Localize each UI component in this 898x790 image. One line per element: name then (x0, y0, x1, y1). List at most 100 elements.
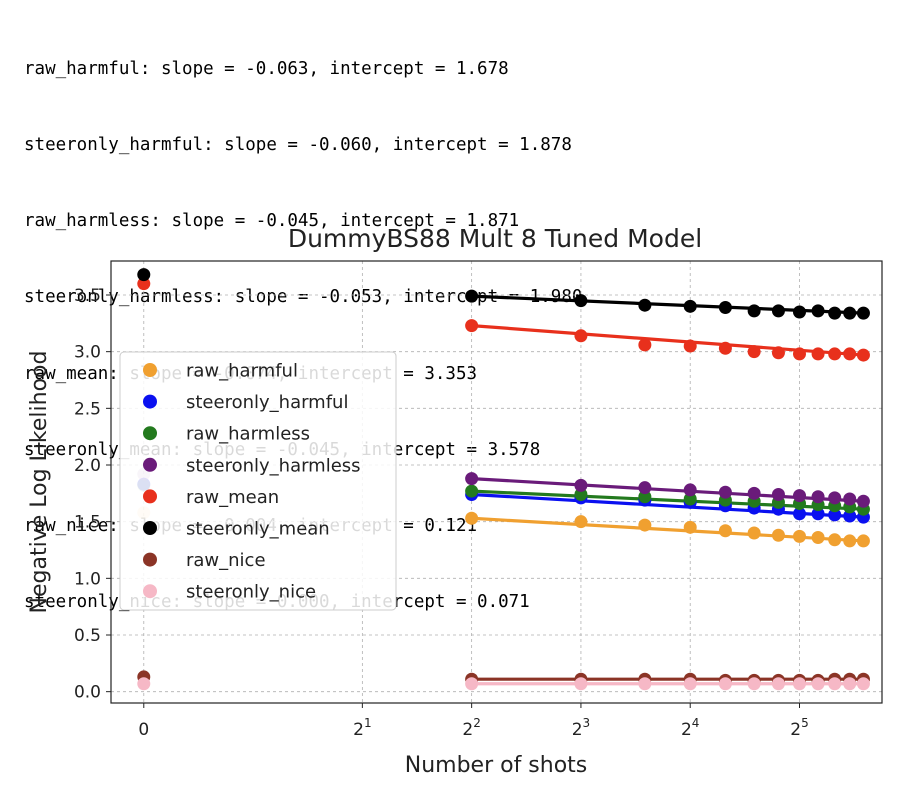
series-steeronly-harmless (137, 467, 870, 508)
output-line: raw_harmful: slope = -0.063, intercept =… (24, 58, 509, 79)
data-point (683, 299, 697, 313)
legend-marker-steeronly-harmless (143, 457, 157, 472)
data-point (793, 677, 807, 691)
data-point (638, 298, 652, 312)
output-line: steeronly_harmful: slope = -0.060, inter… (24, 135, 572, 156)
data-point (718, 300, 732, 314)
data-point (793, 347, 807, 361)
data-points (137, 268, 870, 691)
series-raw-mean (137, 277, 870, 362)
y-tick-label: 0.0 (74, 683, 101, 703)
legend-label-raw-harmless: raw_harmless (186, 424, 310, 445)
data-point (638, 338, 652, 352)
data-point (828, 491, 842, 505)
data-point (137, 277, 151, 291)
legend-label-steeronly-harmful: steeronly_harmful (186, 392, 348, 413)
legend-marker-raw-harmless (143, 426, 157, 441)
data-point (638, 481, 652, 495)
data-point (574, 677, 588, 691)
data-point (843, 677, 857, 691)
data-point (747, 526, 761, 540)
data-point (843, 306, 857, 320)
x-axis-ticks: 0 21 22 23 24 25 (138, 703, 809, 740)
legend-label-raw-mean: raw_mean (186, 487, 279, 508)
data-point (465, 677, 479, 691)
data-point (843, 347, 857, 361)
plot-frame (110, 260, 883, 704)
y-axis-ticks: 0.0 0.5 1.0 1.5 2.0 2.5 3.0 3.5 (74, 286, 111, 703)
data-point (638, 677, 652, 691)
data-point (793, 489, 807, 503)
series-steeronly-mean (137, 268, 870, 320)
data-point (843, 492, 857, 506)
legend-label-steeronly-harmless: steeronly_harmless (186, 455, 361, 476)
chart-title: DummyBS88 Mult 8 Tuned Model (288, 224, 702, 253)
data-point (856, 306, 870, 320)
data-point (747, 677, 761, 691)
data-point (771, 677, 785, 691)
data-point (718, 485, 732, 499)
data-point (793, 529, 807, 543)
data-point (465, 319, 479, 333)
data-point (811, 347, 825, 361)
data-point (793, 507, 807, 521)
data-point (828, 347, 842, 361)
data-point (747, 345, 761, 359)
data-point (747, 486, 761, 500)
data-point (465, 511, 479, 525)
data-point (683, 483, 697, 497)
data-point (465, 484, 479, 498)
data-point (771, 487, 785, 501)
y-tick-label: 1.5 (74, 513, 101, 533)
data-point (137, 677, 151, 691)
x-tick-label: 24 (681, 716, 699, 740)
data-point (771, 346, 785, 360)
data-point (811, 531, 825, 545)
data-point (811, 677, 825, 691)
data-point (137, 268, 151, 282)
series-steeronly-nice (137, 677, 870, 691)
output-line: steeronly_harmless: slope = -0.053, inte… (24, 287, 583, 308)
data-point (683, 520, 697, 534)
data-point (856, 677, 870, 691)
x-tick-label: 0 (138, 720, 149, 740)
data-point (811, 507, 825, 521)
data-point (465, 289, 479, 303)
data-point (574, 515, 588, 529)
x-axis-label: Number of shots (405, 753, 588, 778)
y-tick-label: 2.5 (74, 399, 101, 419)
data-point (574, 329, 588, 343)
legend-marker-raw-nice (143, 552, 157, 567)
data-point (683, 492, 697, 506)
data-point (856, 494, 870, 508)
data-point (828, 677, 842, 691)
x-tick-label: 21 (353, 716, 371, 740)
y-tick-label: 1.0 (74, 569, 101, 589)
legend-marker-steeronly-harmful (143, 394, 157, 409)
legend-marker-steeronly-mean (143, 521, 157, 535)
legend-marker-raw-mean (143, 489, 157, 504)
legend-label-raw-harmful: raw_harmful (186, 361, 298, 382)
data-point (856, 534, 870, 548)
data-point (843, 509, 857, 523)
data-point (638, 490, 652, 504)
data-point (718, 341, 732, 355)
data-point (811, 490, 825, 504)
y-tick-label: 3.0 (74, 343, 101, 363)
legend: raw_harmful steeronly_harmful raw_harmless… (119, 351, 397, 611)
legend-marker-steeronly-nice (143, 584, 157, 599)
data-point (793, 305, 807, 319)
legend-label-steeronly-nice: steeronly_nice (186, 582, 316, 603)
data-point (638, 518, 652, 532)
x-tick-label: 25 (790, 716, 808, 740)
legend-marker-raw-harmful (143, 363, 157, 377)
data-point (718, 524, 732, 538)
data-point (574, 487, 588, 501)
legend-box (119, 351, 397, 611)
data-point (465, 472, 479, 486)
data-point (574, 294, 588, 308)
legend-label-raw-nice: raw_nice (186, 550, 266, 571)
y-tick-label: 2.0 (74, 456, 101, 476)
data-point (718, 677, 732, 691)
